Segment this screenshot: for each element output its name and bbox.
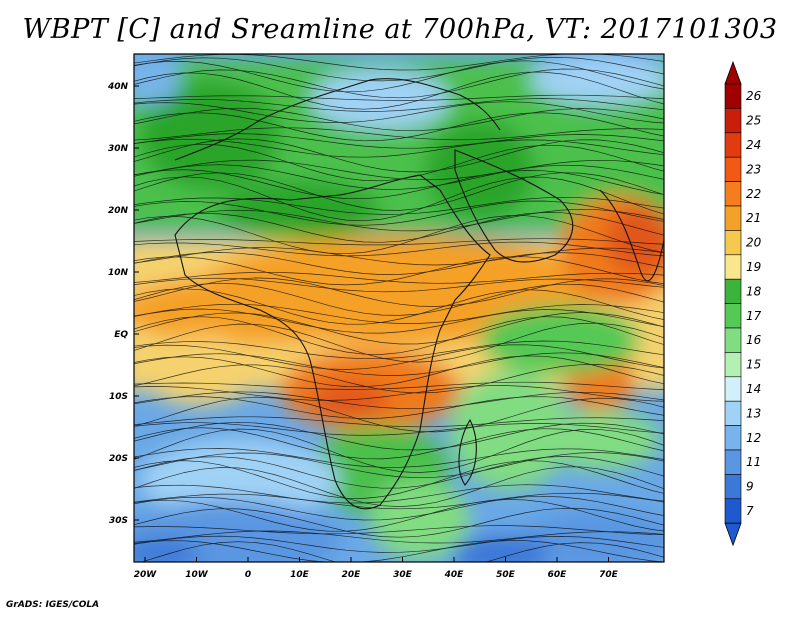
legend-label: 21 <box>746 211 761 225</box>
color-legend: 26 25 24 23 22 21 20 19 18 17 16 15 14 13 12 11 9 7 <box>724 60 762 547</box>
legend-swatch <box>724 254 742 280</box>
latitude-labels: 40N 30N 20N 10N EQ 10S 20S 30S <box>107 82 139 526</box>
lat-label: 30S <box>109 516 128 526</box>
legend-swatch <box>724 278 742 304</box>
legend-label: 16 <box>746 333 762 347</box>
lon-label: 70E <box>599 570 619 580</box>
legend-swatch <box>724 474 742 500</box>
longitude-labels: 20W 10W 0 10E 20E 30E 40E 50E 60E 70E <box>134 557 619 580</box>
legend-swatch <box>724 303 742 329</box>
legend-swatch <box>724 376 742 402</box>
grads-credit: GrADS: IGES/COLA <box>6 600 100 610</box>
lon-label: 30E <box>393 570 413 580</box>
legend-label: 14 <box>746 382 761 396</box>
legend-label: 7 <box>746 504 754 518</box>
africa-coastline <box>174 174 491 510</box>
lat-label: 10N <box>108 268 129 278</box>
lat-label: EQ <box>114 330 128 340</box>
europe-coastline <box>174 78 501 161</box>
legend-swatch <box>724 205 742 231</box>
lat-label: 40N <box>107 82 129 92</box>
legend-swatch <box>724 230 742 256</box>
legend-label: 20 <box>746 236 762 250</box>
legend-label: 19 <box>746 260 761 274</box>
arabia-coastline <box>454 149 574 263</box>
legend-swatch <box>724 83 742 109</box>
map-title: WBPT [C] and Sreamline at 700hPa, VT: 20… <box>22 14 778 45</box>
legend-label: 18 <box>746 284 762 298</box>
map-panel <box>134 54 664 562</box>
legend-label: 12 <box>746 431 761 445</box>
lon-label: 60E <box>548 570 568 580</box>
lon-label: 20W <box>134 570 158 580</box>
legend-label: 17 <box>746 309 762 323</box>
legend-swatch <box>724 449 742 475</box>
lon-label: 20E <box>342 570 362 580</box>
legend-label: 11 <box>746 455 761 469</box>
legend-swatch <box>724 498 742 524</box>
lat-label: 20N <box>108 206 129 216</box>
lat-label: 20S <box>109 454 128 464</box>
legend-bottom-arrow <box>724 522 742 547</box>
legend-label: 9 <box>746 480 754 494</box>
lat-label: 30N <box>108 144 129 154</box>
lon-label: 10E <box>290 570 310 580</box>
madagascar-coastline <box>458 418 477 486</box>
legend-swatch <box>724 400 742 426</box>
legend-label: 24 <box>746 138 761 152</box>
legend-top-arrow <box>724 60 742 85</box>
legend-swatch <box>724 327 742 353</box>
legend-label: 25 <box>746 114 761 128</box>
legend-label: 13 <box>746 406 761 420</box>
lon-label: 40E <box>444 570 465 580</box>
lon-label: 50E <box>496 570 516 580</box>
legend-swatch <box>724 425 742 451</box>
legend-label: 23 <box>746 162 761 176</box>
legend-swatch <box>724 352 742 378</box>
lat-label: 10S <box>109 392 128 402</box>
legend-swatch <box>724 132 742 158</box>
legend-swatch <box>724 181 742 207</box>
legend-swatch <box>724 156 742 182</box>
lon-label: 0 <box>245 570 251 580</box>
legend-swatch <box>724 108 742 134</box>
lon-label: 10W <box>185 570 209 580</box>
legend-label: 15 <box>746 358 761 372</box>
legend-label: 26 <box>746 89 762 103</box>
legend-label: 22 <box>746 187 761 201</box>
india-coastline <box>599 189 664 282</box>
